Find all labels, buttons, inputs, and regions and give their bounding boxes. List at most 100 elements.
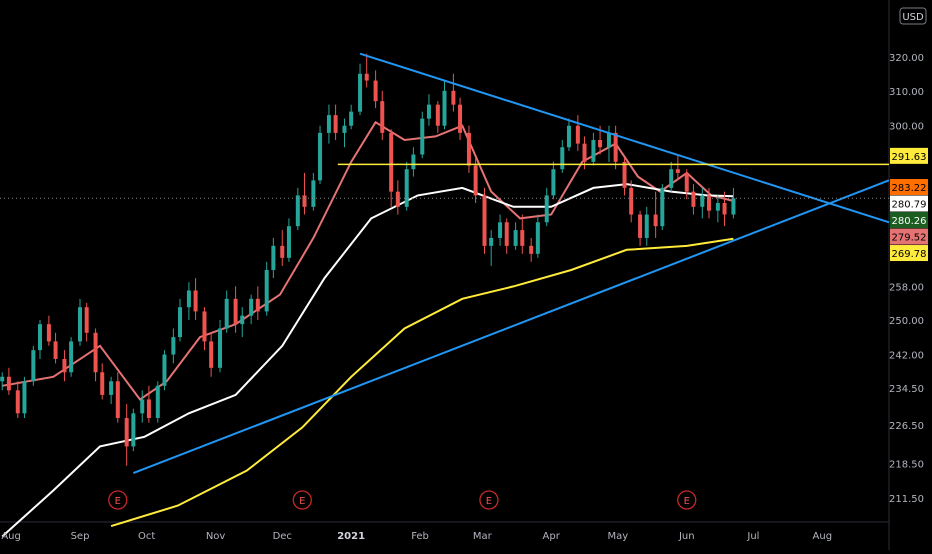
earnings-marker[interactable]: E bbox=[479, 490, 499, 510]
candle bbox=[566, 118, 571, 151]
y-tick-label: 234.50 bbox=[889, 384, 924, 395]
candle bbox=[255, 286, 260, 320]
candle bbox=[715, 195, 720, 223]
x-tick-label: Dec bbox=[273, 531, 292, 542]
trendline-upper[interactable] bbox=[359, 52, 890, 224]
candle bbox=[504, 218, 509, 254]
currency-badge[interactable]: USD bbox=[899, 7, 927, 25]
y-tick-label: 320.00 bbox=[889, 53, 924, 64]
candle bbox=[373, 70, 378, 109]
candle bbox=[140, 390, 145, 423]
candle bbox=[178, 298, 183, 342]
candle bbox=[706, 187, 711, 219]
x-tick-label: Aug bbox=[1, 531, 21, 542]
candle bbox=[22, 376, 27, 418]
candle bbox=[84, 302, 89, 342]
candle bbox=[638, 210, 643, 246]
candle bbox=[342, 118, 347, 148]
earnings-marker[interactable]: E bbox=[108, 490, 128, 510]
y-tick-label: 226.50 bbox=[889, 421, 924, 432]
price-tag: 280.26 bbox=[890, 212, 928, 229]
candle bbox=[53, 332, 58, 364]
candle bbox=[482, 187, 487, 254]
candle bbox=[700, 187, 705, 219]
candle bbox=[286, 218, 291, 262]
candle bbox=[458, 97, 463, 141]
candle bbox=[435, 101, 440, 133]
x-tick-label: Sep bbox=[71, 531, 90, 542]
candle bbox=[380, 90, 385, 141]
candle bbox=[162, 350, 167, 391]
x-tick-label: May bbox=[608, 531, 629, 542]
candle bbox=[233, 286, 238, 333]
y-tick-label: 211.50 bbox=[889, 494, 924, 505]
price-tag: 279.52 bbox=[890, 228, 928, 245]
candle bbox=[551, 161, 556, 200]
price-tag-text: 283.22 bbox=[892, 183, 927, 194]
candle bbox=[498, 214, 503, 246]
x-tick-label: Apr bbox=[543, 531, 561, 542]
candle bbox=[660, 184, 665, 231]
candle bbox=[544, 187, 549, 227]
trendline-lower[interactable] bbox=[132, 179, 890, 475]
candle bbox=[218, 319, 223, 373]
ma-mid bbox=[1, 183, 734, 538]
earnings-marker-label: E bbox=[684, 496, 690, 507]
earnings-marker[interactable]: E bbox=[292, 490, 312, 510]
x-tick-label: Jul bbox=[746, 531, 759, 542]
candle bbox=[78, 298, 83, 346]
y-tick-label: 218.50 bbox=[889, 459, 924, 470]
time-axis[interactable]: Aug Sep Oct Nov Dec 2021 Feb Mar Apr May Jun Jul Aug bbox=[1, 531, 832, 542]
earnings-marker-label: E bbox=[299, 496, 305, 507]
price-tag-text: 280.26 bbox=[892, 216, 927, 227]
candle bbox=[6, 367, 11, 395]
candle bbox=[155, 381, 160, 423]
candle bbox=[613, 125, 618, 170]
candle bbox=[46, 315, 51, 346]
candle bbox=[442, 80, 447, 130]
price-tag-text: 269.78 bbox=[892, 249, 927, 260]
candle bbox=[420, 111, 425, 159]
candle bbox=[358, 63, 363, 116]
candle bbox=[202, 307, 207, 351]
candle bbox=[473, 158, 478, 204]
y-tick-label: 242.00 bbox=[889, 351, 924, 362]
candle bbox=[311, 172, 316, 211]
price-tag: 280.79 bbox=[890, 195, 928, 212]
candle bbox=[271, 237, 276, 279]
candle bbox=[186, 282, 191, 320]
candle bbox=[209, 332, 214, 377]
candle bbox=[529, 237, 534, 262]
ma-slow bbox=[110, 237, 734, 528]
candle bbox=[684, 169, 689, 200]
candle bbox=[318, 125, 323, 185]
moving-averages bbox=[1, 120, 734, 538]
y-tick-label: 300.00 bbox=[889, 122, 924, 133]
earnings-marker[interactable]: E bbox=[677, 490, 697, 510]
currency-label: USD bbox=[902, 12, 924, 23]
candle bbox=[629, 180, 634, 223]
earnings-marker-label: E bbox=[115, 496, 121, 507]
candle bbox=[644, 206, 649, 246]
price-axis[interactable]: 320.00 310.00 300.00 258.00 250.00 242.00 234.… bbox=[889, 53, 924, 505]
candle bbox=[722, 191, 727, 227]
x-tick-label: Jun bbox=[678, 531, 695, 542]
x-tick-label: Oct bbox=[138, 531, 155, 542]
candle bbox=[62, 350, 67, 382]
candle bbox=[333, 104, 338, 141]
price-tag-text: 279.52 bbox=[892, 233, 927, 244]
earnings-marker-label: E bbox=[486, 496, 492, 507]
candle bbox=[302, 172, 307, 215]
price-tag-text: 280.79 bbox=[892, 200, 927, 211]
x-tick-label: Nov bbox=[206, 531, 226, 542]
candle bbox=[146, 385, 151, 423]
candle bbox=[426, 94, 431, 126]
price-tag: 291.63 bbox=[890, 147, 928, 164]
candle bbox=[691, 184, 696, 215]
candles bbox=[0, 53, 736, 466]
y-tick-label: 258.00 bbox=[889, 282, 924, 293]
